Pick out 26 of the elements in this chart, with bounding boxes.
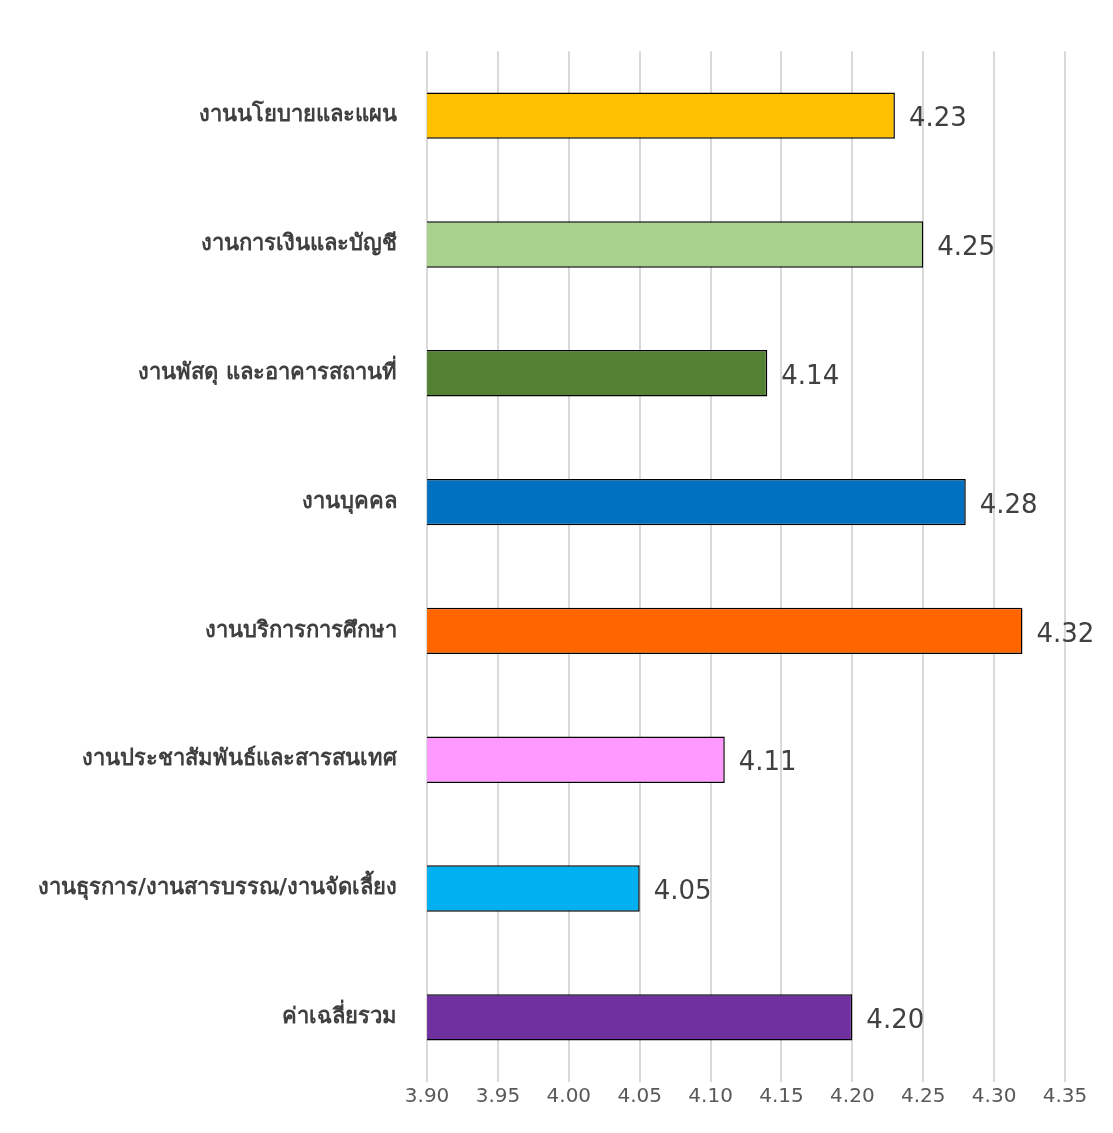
y-tick-label: งานพัสดุ และอาคารสถานที่	[138, 354, 398, 386]
data-label: 4.32	[1036, 617, 1095, 648]
x-tick-label: 4.00	[546, 1083, 592, 1107]
x-tick-label: 4.25	[900, 1083, 946, 1107]
data-label: 4.23	[908, 102, 967, 133]
y-tick-label: งานนโยบายและแผน	[199, 100, 398, 127]
y-tick-label: งานการเงินและบัญชี	[201, 230, 398, 257]
data-label: 4.05	[653, 875, 712, 906]
data-label: 4.11	[738, 746, 797, 777]
x-tick-label: 3.95	[475, 1083, 521, 1107]
x-tick-label: 3.90	[404, 1083, 450, 1107]
y-tick-label: งานบริการการศึกษา	[205, 616, 398, 642]
x-tick-label: 4.05	[617, 1083, 662, 1107]
data-label: 4.20	[866, 1004, 925, 1035]
x-tick-label: 4.30	[971, 1083, 1017, 1107]
y-tick-label: ค่าเฉลี่ยรวม	[282, 999, 398, 1029]
x-tick-label: 4.15	[759, 1083, 804, 1107]
data-label: 4.14	[781, 360, 840, 391]
x-tick-label: 4.35	[1042, 1083, 1088, 1107]
data-label: 4.25	[937, 231, 996, 262]
x-tick-label: 4.10	[688, 1083, 733, 1107]
y-tick-label: งานประชาสัมพันธ์และสารสนเทศ	[82, 745, 399, 771]
y-tick-label: งานบุคคล	[302, 487, 398, 515]
y-tick-label: งานธุรการ/งานสารบรรณ/งานจัดเลี้ยง	[37, 870, 398, 902]
x-tick-label: 4.20	[830, 1083, 875, 1107]
data-label: 4.28	[979, 488, 1038, 519]
